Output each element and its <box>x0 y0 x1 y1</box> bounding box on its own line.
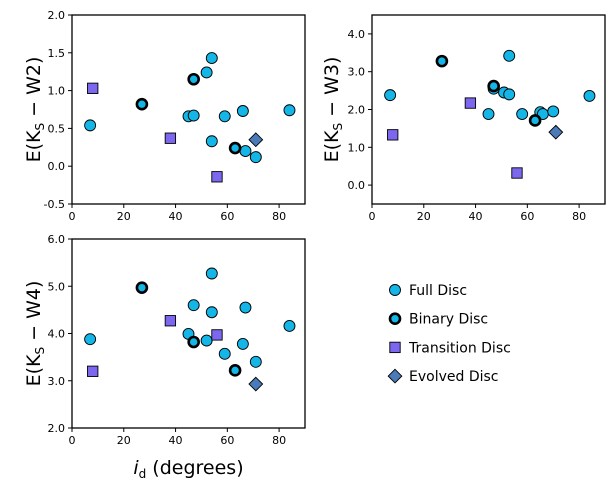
transition-disc-point <box>87 365 99 377</box>
y-tick-label: 0.5 <box>48 122 66 135</box>
x-axis-label: id (degrees) <box>133 457 243 479</box>
full-disc-point <box>205 267 218 280</box>
x-tick-label: 40 <box>469 210 483 223</box>
evolved-disc-point <box>248 132 264 148</box>
legend-label-evolved: Evolved Disc <box>409 369 498 385</box>
y-tick-label: 0.0 <box>48 160 66 173</box>
full-disc-point <box>583 89 596 102</box>
y-tick-label: 3.0 <box>48 375 66 388</box>
y-tick-label: 1.5 <box>48 47 66 60</box>
y-tick-label: 1.0 <box>348 141 366 154</box>
x-tick-label: 60 <box>220 434 234 447</box>
full-disc-point <box>249 151 262 164</box>
evolved-disc-point <box>548 124 564 140</box>
legend-marker-transition <box>389 341 401 354</box>
y-tick-label: 4.0 <box>48 328 66 341</box>
full-disc-point <box>236 105 249 117</box>
full-disc-point <box>503 49 516 62</box>
evolved-disc-point <box>248 376 264 392</box>
x-tick-label: 0 <box>369 210 376 223</box>
panel-w2: 0 20 40 60 80 -0.5 0.0 0.5 1.0 1.5 2.0 E(KS − W2) <box>23 9 306 223</box>
binary-disc-point <box>187 72 200 86</box>
y-tick-label: 4.0 <box>348 28 366 41</box>
full-disc-point <box>205 306 218 319</box>
legend-label-transition: Transition Disc <box>408 340 511 356</box>
full-disc-point <box>200 334 213 347</box>
full-disc-point <box>84 333 97 346</box>
x-tick-label: 0 <box>69 210 76 223</box>
full-disc-point <box>205 52 218 65</box>
full-disc-point <box>239 301 252 314</box>
x-tick-label: 60 <box>520 210 534 223</box>
y-tick-label: 1.0 <box>48 85 66 98</box>
x-tick-label: 40 <box>169 434 183 447</box>
x-tick-label: 20 <box>117 434 131 447</box>
transition-disc-point <box>164 132 177 144</box>
x-tick-label: 0 <box>69 434 76 447</box>
full-disc-point <box>218 110 231 123</box>
full-disc-point <box>482 108 495 120</box>
transition-disc-point <box>211 329 223 341</box>
full-disc-point <box>218 347 231 360</box>
y-axis-label: E(KS − W4) <box>23 281 47 387</box>
binary-disc-point <box>435 54 449 68</box>
full-disc-point <box>239 145 252 158</box>
binary-disc-point <box>228 141 242 155</box>
y-tick-label: -0.5 <box>44 198 65 211</box>
transition-disc-point <box>164 315 177 327</box>
y-tick-label: 6.0 <box>48 233 66 246</box>
transition-disc-point <box>211 171 223 183</box>
y-tick-label: 3.0 <box>348 66 366 79</box>
legend-label-binary: Binary Disc <box>409 312 488 328</box>
full-disc-point <box>547 105 560 118</box>
binary-disc-point <box>135 97 149 111</box>
y-tick-label: 2.0 <box>48 422 66 435</box>
x-tick-label: 80 <box>272 210 286 223</box>
legend-marker-full <box>389 284 401 296</box>
x-tick-label: 60 <box>220 210 234 223</box>
full-disc-point <box>187 109 200 122</box>
plot-frame <box>71 14 306 205</box>
legend-marker-binary <box>388 312 402 326</box>
binary-disc-point <box>528 114 542 127</box>
full-disc-point <box>516 108 529 120</box>
full-disc-point <box>187 299 200 312</box>
y-axis-label: E(KS − W3) <box>321 57 345 163</box>
full-disc-point <box>384 89 397 102</box>
transition-disc-point <box>464 97 477 109</box>
full-disc-point <box>283 319 296 332</box>
panel-w4: 0 20 40 60 80 2.0 3.0 4.0 5.0 6.0 E(KS − W4) id (de… <box>23 233 306 479</box>
full-disc-point <box>249 355 262 368</box>
legend-label-full: Full Disc <box>409 283 467 299</box>
y-tick-label: 2.0 <box>348 104 366 117</box>
binary-disc-point <box>228 364 242 377</box>
full-disc-point <box>283 104 296 117</box>
x-tick-label: 80 <box>272 434 286 447</box>
x-tick-label: 20 <box>117 210 131 223</box>
binary-disc-point <box>187 335 200 349</box>
transition-disc-point <box>511 167 523 179</box>
full-disc-point <box>84 119 97 132</box>
y-tick-label: 5.0 <box>48 280 66 293</box>
binary-disc-point <box>135 281 149 294</box>
y-axis-label: E(KS − W2) <box>23 57 47 163</box>
x-tick-label: 80 <box>572 210 586 223</box>
full-disc-point <box>200 66 213 79</box>
full-disc-point <box>205 135 218 148</box>
y-tick-label: 0.0 <box>348 179 366 192</box>
full-disc-point <box>503 88 516 101</box>
y-tick-label: 2.0 <box>48 9 66 22</box>
x-tick-label: 40 <box>169 210 183 223</box>
binary-disc-point <box>487 79 500 93</box>
full-disc-point <box>236 337 249 350</box>
panel-w3: 0 20 40 60 80 0.0 1.0 2.0 3.0 4.0 E(KS − W3) <box>321 14 606 223</box>
transition-disc-point <box>387 129 399 141</box>
transition-disc-point <box>87 82 99 94</box>
legend-marker-evolved <box>387 368 403 384</box>
legend: Full Disc Binary Disc Transition Disc Evolv… <box>387 283 511 385</box>
x-tick-label: 20 <box>417 210 431 223</box>
